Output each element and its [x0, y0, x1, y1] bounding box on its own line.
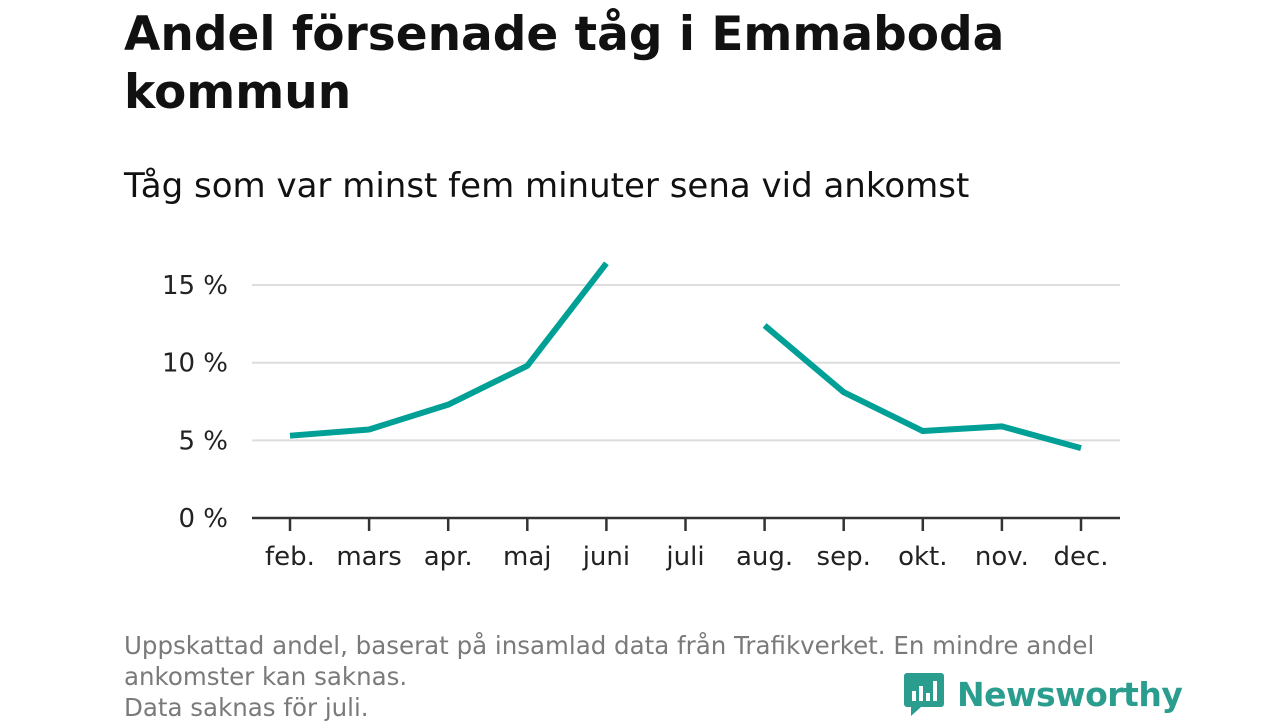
footnote-line-1: Uppskattad andel, baserat på insamlad da…	[124, 631, 1095, 660]
x-tick-label: maj	[503, 542, 551, 572]
x-axis: feb. mars apr. maj juni juli aug. sep. okt. nov. d…	[252, 516, 1120, 572]
series-line	[762, 323, 1082, 452]
x-tick-label: apr.	[424, 542, 473, 572]
footnote-line-3: Data saknas för juli.	[124, 693, 369, 722]
brand-name: Newsworthy	[957, 674, 1183, 714]
x-tick-label: juni	[582, 542, 630, 572]
chart-title: Andel försenade tåg i Emmaboda kommun	[124, 7, 1005, 120]
x-tick-label: juli	[665, 542, 704, 572]
footnote-line-2: ankomster kan saknas.	[124, 662, 408, 691]
y-axis-tick-labels: 0 % 5 % 10 % 15 %	[162, 271, 228, 534]
series-line	[289, 261, 609, 439]
y-tick-label: 10 %	[162, 349, 228, 379]
series-lines	[289, 261, 1082, 452]
brand-logo: Newsworthy	[903, 670, 1183, 718]
x-tick-label: mars	[336, 542, 402, 572]
footnote: Uppskattad andel, baserat på insamlad da…	[124, 630, 1164, 723]
x-tick-label: nov.	[975, 542, 1029, 572]
line-chart: 0 % 5 % 10 % 15 % feb. mars apr. maj juni juli au…	[162, 261, 1120, 572]
y-tick-label: 0 %	[178, 504, 228, 534]
x-tick-label: dec.	[1053, 542, 1108, 572]
x-tick-label: okt.	[898, 542, 947, 572]
chart-subtitle: Tåg som var minst fem minuter sena vid a…	[124, 166, 970, 206]
y-tick-label: 15 %	[162, 271, 228, 301]
x-tick-label: feb.	[265, 542, 315, 572]
x-tick-label: sep.	[817, 542, 871, 572]
newsworthy-logo-icon	[904, 673, 944, 716]
gridlines	[252, 284, 1120, 442]
y-tick-label: 5 %	[178, 426, 228, 456]
x-tick-label: aug.	[736, 542, 793, 572]
